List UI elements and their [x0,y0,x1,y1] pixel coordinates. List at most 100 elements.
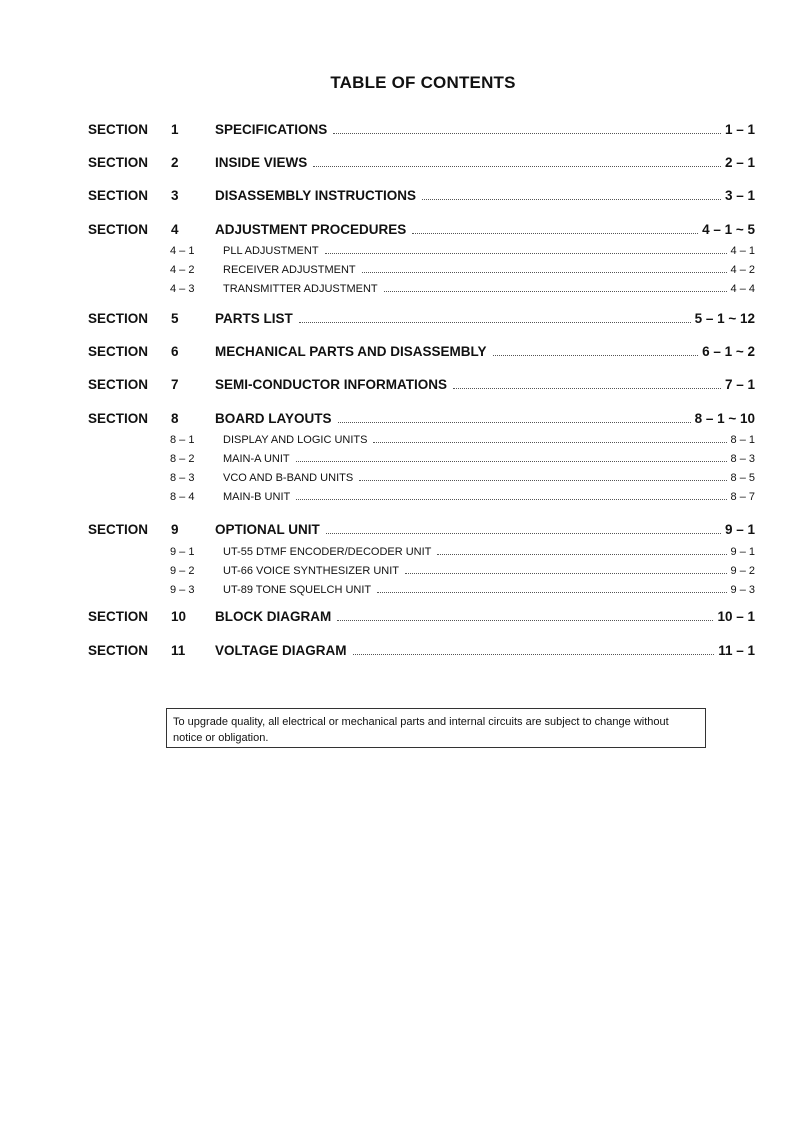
subsection-number: 8 – 4 [170,491,195,503]
page-reference: 3 – 1 [724,188,755,203]
section-title: BLOCK DIAGRAM [215,609,332,624]
section-title: ADJUSTMENT PROCEDURES [215,222,407,237]
page-reference: 9 – 3 [730,584,755,596]
section-number: 11 [171,643,186,658]
section-label: SECTION [88,188,149,203]
dot-leader [412,233,699,234]
section-title: BOARD LAYOUTS [215,411,332,426]
section-title: SEMI-CONDUCTOR INFORMATIONS [215,377,447,392]
toc-section-entry[interactable]: SECTION 9 OPTIONAL UNIT 9 – 1 [88,519,755,537]
toc-section-entry[interactable]: SECTION 6 MECHANICAL PARTS AND DISASSEMBLY… [88,341,755,359]
page-reference: 8 – 3 [730,453,755,465]
page-reference: 4 – 2 [730,264,755,276]
section-label: SECTION [88,222,149,237]
section-number: 3 [171,188,179,203]
section-title: PARTS LIST [215,311,293,326]
toc-subsection-entry[interactable]: 9 – 3 UT-89 TONE SQUELCH UNIT 9 – 3 [88,578,755,596]
dot-leader [325,533,721,534]
section-title: OPTIONAL UNIT [215,522,320,537]
dot-leader [298,322,691,323]
page-reference: 9 – 2 [730,565,755,577]
section-number: 5 [171,311,179,326]
subsection-title: RECEIVER ADJUSTMENT [223,264,356,276]
subsection-title: PLL ADJUSTMENT [223,245,319,257]
section-title: MECHANICAL PARTS AND DISASSEMBLY [215,344,487,359]
page-reference: 9 – 1 [730,546,755,558]
page-reference: 8 – 7 [730,491,755,503]
dot-leader [337,422,691,423]
toc-section-entry[interactable]: SECTION 7 SEMI-CONDUCTOR INFORMATIONS 7 – 1 [88,374,755,392]
page-reference: 9 – 1 [724,522,755,537]
dot-leader [405,573,727,574]
section-title: VOLTAGE DIAGRAM [215,643,347,658]
subsection-number: 8 – 3 [170,472,195,484]
toc-subsection-entry[interactable]: 9 – 2 UT-66 VOICE SYNTHESIZER UNIT 9 – 2 [88,559,755,577]
section-title: DISASSEMBLY INSTRUCTIONS [215,188,417,203]
section-label: SECTION [88,377,149,392]
page-title: TABLE OF CONTENTS [330,73,516,92]
toc-section-entry[interactable]: SECTION 2 INSIDE VIEWS 2 – 1 [88,152,755,170]
subsection-number: 8 – 2 [170,453,195,465]
page-reference: 10 – 1 [717,609,755,624]
dot-leader [313,166,721,167]
subsection-title: MAIN-A UNIT [223,453,290,465]
toc-section-entry[interactable]: SECTION 1 SPECIFICATIONS 1 – 1 [88,119,755,137]
page-reference: 11 – 1 [718,643,755,658]
dot-leader [437,554,727,555]
page-reference: 4 – 1 [730,245,755,257]
toc-section-entry[interactable]: SECTION 3 DISASSEMBLY INSTRUCTIONS 3 – 1 [88,185,755,203]
dot-leader [383,291,727,292]
dot-leader [361,272,727,273]
section-number: 10 [171,609,187,624]
subsection-number: 9 – 1 [170,546,195,558]
page-reference: 2 – 1 [724,155,755,170]
page-reference: 8 – 1 ~ 10 [694,411,755,426]
section-number: 7 [171,377,179,392]
toc-subsection-entry[interactable]: 4 – 1 PLL ADJUSTMENT 4 – 1 [88,239,755,257]
toc-subsection-entry[interactable]: 8 – 2 MAIN-A UNIT 8 – 3 [88,447,755,465]
dot-leader [324,253,727,254]
dot-leader [352,654,715,655]
subsection-title: UT-55 DTMF ENCODER/DECODER UNIT [223,546,432,558]
toc-subsection-entry[interactable]: 8 – 3 VCO AND B-BAND UNITS 8 – 5 [88,466,755,484]
dot-leader [359,480,727,481]
section-number: 1 [171,122,179,137]
page-reference: 7 – 1 [724,377,755,392]
subsection-number: 8 – 1 [170,434,195,446]
toc-subsection-entry[interactable]: 8 – 4 MAIN-B UNIT 8 – 7 [88,485,755,503]
toc-subsection-entry[interactable]: 4 – 3 TRANSMITTER ADJUSTMENT 4 – 4 [88,277,755,295]
subsection-title: VCO AND B-BAND UNITS [223,472,354,484]
toc-subsection-entry[interactable]: 9 – 1 UT-55 DTMF ENCODER/DECODER UNIT 9 – … [88,540,755,558]
toc-subsection-entry[interactable]: 8 – 1 DISPLAY AND LOGIC UNITS 8 – 1 [88,428,755,446]
section-label: SECTION [88,122,149,137]
toc-section-entry[interactable]: SECTION 10 BLOCK DIAGRAM 10 – 1 [88,606,755,624]
section-number: 2 [171,155,179,170]
dot-leader [373,442,727,443]
dot-leader [337,620,714,621]
subsection-number: 4 – 1 [170,245,195,257]
dot-leader [377,592,727,593]
dot-leader [453,388,721,389]
subsection-title: DISPLAY AND LOGIC UNITS [223,434,368,446]
page-reference: 1 – 1 [724,122,755,137]
toc-subsection-entry[interactable]: 4 – 2 RECEIVER ADJUSTMENT 4 – 2 [88,258,755,276]
section-number: 9 [171,522,179,537]
subsection-number: 9 – 3 [170,584,195,596]
section-label: SECTION [88,344,149,359]
page-reference: 5 – 1 ~ 12 [694,311,755,326]
dot-leader [333,133,721,134]
dot-leader [295,461,727,462]
toc-section-entry[interactable]: SECTION 8 BOARD LAYOUTS 8 – 1 ~ 10 [88,408,755,426]
subsection-number: 4 – 3 [170,283,195,295]
toc-section-entry[interactable]: SECTION 11 VOLTAGE DIAGRAM 11 – 1 [88,640,755,658]
section-label: SECTION [88,411,149,426]
toc-section-entry[interactable]: SECTION 4 ADJUSTMENT PROCEDURES 4 – 1 ~ 5 [88,219,755,237]
dot-leader [296,499,727,500]
section-label: SECTION [88,609,149,624]
subsection-number: 9 – 2 [170,565,195,577]
section-label: SECTION [88,155,149,170]
toc-section-entry[interactable]: SECTION 5 PARTS LIST 5 – 1 ~ 12 [88,308,755,326]
notice-box: To upgrade quality, all electrical or me… [166,708,706,748]
dot-leader [492,355,699,356]
section-number: 4 [171,222,179,237]
